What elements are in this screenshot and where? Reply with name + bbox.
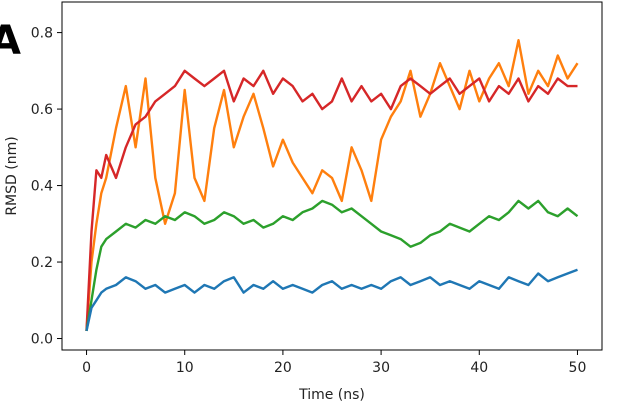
y-axis-label: RMSD (nm)	[4, 136, 20, 215]
y-tick-label: 0.0	[31, 332, 53, 348]
x-tick-label: 20	[274, 360, 292, 376]
panel-label: A	[0, 18, 21, 64]
y-axis: 0.0 0.2 0.4 0.6 0.8	[31, 26, 62, 348]
y-tick-label: 0.6	[31, 102, 53, 118]
series-line-3	[85, 199, 579, 332]
series-line-1	[85, 39, 579, 331]
x-tick-label: 40	[470, 360, 488, 376]
series-line-4	[85, 268, 578, 332]
series-line-2	[85, 69, 578, 331]
y-tick-label: 0.8	[31, 26, 53, 42]
x-tick-label: 0	[82, 360, 91, 376]
x-axis-label: Time (ns)	[298, 387, 365, 403]
y-tick-label: 0.2	[31, 255, 53, 271]
x-tick-label: 50	[569, 360, 587, 376]
x-tick-label: 30	[372, 360, 390, 376]
y-tick-label: 0.4	[31, 179, 53, 195]
series-layer	[85, 39, 579, 332]
x-tick-label: 10	[176, 360, 194, 376]
x-axis: 0 10 20 30 40 50	[82, 350, 586, 376]
axes-frame	[61, 1, 603, 351]
